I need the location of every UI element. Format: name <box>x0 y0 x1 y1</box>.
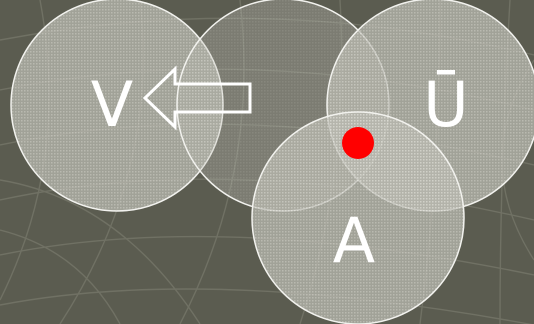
label-v: V <box>91 68 133 141</box>
circle-a <box>251 111 465 324</box>
circles <box>10 0 534 324</box>
intersection-marker <box>342 127 374 159</box>
label-u-bar: Ū <box>423 68 468 141</box>
label-a: A <box>333 204 375 277</box>
left-arrow-icon <box>142 65 252 131</box>
